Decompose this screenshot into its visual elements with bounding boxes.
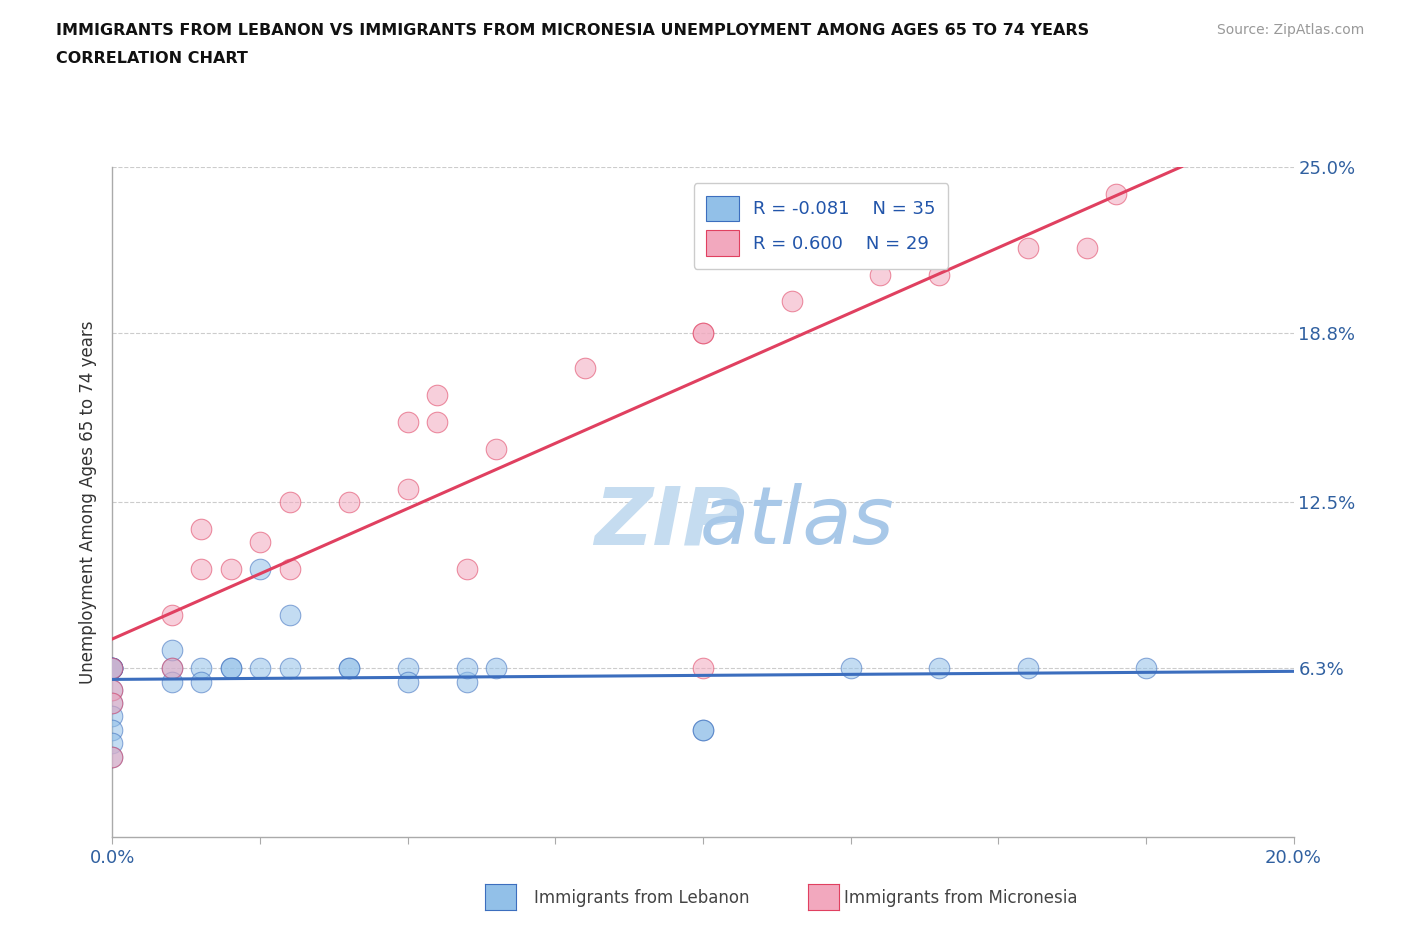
Point [101, 683, 124, 698]
Point [101, 661, 124, 676]
Point [249, 562, 271, 577]
Point [456, 562, 478, 577]
Text: Immigrants from Micronesia: Immigrants from Micronesia [844, 889, 1077, 907]
Point [219, 661, 242, 676]
Point [101, 723, 124, 737]
Point [1076, 240, 1098, 255]
Point [1017, 661, 1039, 676]
Point [190, 661, 212, 676]
Point [396, 482, 419, 497]
Y-axis label: Unemployment Among Ages 65 to 74 years: Unemployment Among Ages 65 to 74 years [79, 321, 97, 684]
Point [101, 661, 124, 676]
Point [456, 661, 478, 676]
Text: atlas: atlas [700, 484, 894, 562]
Point [337, 495, 360, 510]
Point [692, 326, 714, 341]
Point [278, 562, 301, 577]
Point [396, 674, 419, 689]
Point [101, 683, 124, 698]
Point [485, 661, 508, 676]
Text: IMMIGRANTS FROM LEBANON VS IMMIGRANTS FROM MICRONESIA UNEMPLOYMENT AMONG AGES 65: IMMIGRANTS FROM LEBANON VS IMMIGRANTS FR… [56, 23, 1090, 38]
Point [101, 709, 124, 724]
Text: ZIP: ZIP [593, 484, 741, 562]
Point [396, 661, 419, 676]
Point [101, 750, 124, 764]
Point [219, 661, 242, 676]
Point [928, 267, 950, 282]
Point [928, 661, 950, 676]
Point [1017, 240, 1039, 255]
Point [101, 661, 124, 676]
Point [278, 495, 301, 510]
Point [337, 661, 360, 676]
Point [101, 736, 124, 751]
Point [869, 267, 891, 282]
Point [278, 607, 301, 622]
Point [692, 661, 714, 676]
Point [219, 562, 242, 577]
Point [692, 326, 714, 341]
Text: Immigrants from Lebanon: Immigrants from Lebanon [534, 889, 749, 907]
Point [839, 661, 862, 676]
Point [190, 674, 212, 689]
Point [337, 661, 360, 676]
Point [160, 674, 183, 689]
Point [692, 723, 714, 737]
Point [692, 723, 714, 737]
Point [101, 750, 124, 764]
Point [574, 361, 596, 376]
Point [249, 535, 271, 550]
Point [485, 441, 508, 456]
Point [160, 661, 183, 676]
Point [278, 661, 301, 676]
Point [396, 415, 419, 430]
Point [190, 522, 212, 537]
Point [160, 661, 183, 676]
Point [426, 415, 449, 430]
Point [1105, 187, 1128, 202]
Point [780, 294, 803, 309]
Point [101, 696, 124, 711]
Point [101, 661, 124, 676]
Point [456, 674, 478, 689]
Point [160, 607, 183, 622]
Point [101, 661, 124, 676]
Point [249, 661, 271, 676]
Point [426, 388, 449, 403]
Point [190, 562, 212, 577]
Point [160, 642, 183, 657]
Legend: R = -0.081    N = 35, R = 0.600    N = 29: R = -0.081 N = 35, R = 0.600 N = 29 [693, 183, 949, 269]
Point [101, 696, 124, 711]
Text: CORRELATION CHART: CORRELATION CHART [56, 51, 247, 66]
Point [1135, 661, 1157, 676]
Point [101, 661, 124, 676]
Text: Source: ZipAtlas.com: Source: ZipAtlas.com [1216, 23, 1364, 37]
